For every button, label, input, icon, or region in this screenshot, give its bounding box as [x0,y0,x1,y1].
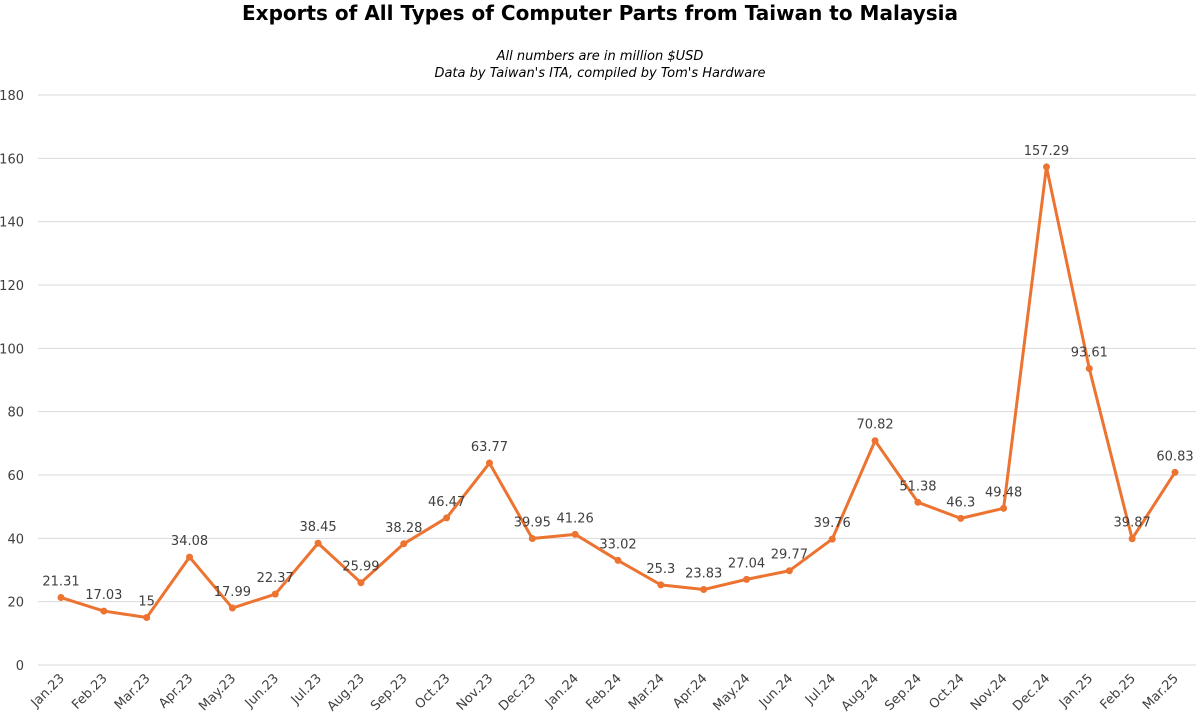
x-tick-label: Jul.24 [802,671,839,708]
y-tick-label: 60 [7,469,24,484]
data-label: 157.29 [1024,144,1070,159]
x-tick-label: Jul.23 [288,671,325,708]
data-label: 23.83 [685,567,722,582]
data-label: 29.77 [771,548,808,563]
marker [571,530,579,538]
data-label: 38.45 [299,520,336,535]
y-tick-label: 40 [7,532,24,547]
data-label: 39.95 [514,515,551,530]
chart-title: Exports of All Types of Computer Parts f… [242,1,958,25]
x-tick-label: May.24 [710,671,753,714]
x-tick-label: Oct.23 [412,671,453,712]
marker [957,514,965,522]
x-tick-label: Feb.24 [583,671,625,713]
x-tick-label: Oct.24 [926,671,967,712]
y-tick-label: 100 [0,342,24,357]
marker [743,575,751,583]
marker [1000,504,1008,512]
marker [1042,163,1050,171]
x-tick-label: Aug.23 [325,671,368,714]
marker [700,586,708,594]
data-label: 49.48 [985,485,1022,500]
y-tick-label: 180 [0,89,24,104]
data-label: 63.77 [471,440,508,455]
x-tick-label: Feb.23 [69,671,111,713]
chart-subtitle: Data by Taiwan's ITA, compiled by Tom's … [434,66,765,81]
x-tick-label: Jan.25 [1056,671,1096,711]
marker [271,590,279,598]
marker [1128,535,1136,543]
x-tick-label: Mar.23 [112,671,154,713]
data-label: 33.02 [599,537,636,552]
x-tick-label: Mar.24 [626,671,668,713]
marker [828,535,836,543]
x-tick-label: Apr.23 [156,671,196,711]
data-label: 15 [138,595,155,610]
marker [614,556,622,564]
x-tick-label: Jun.24 [756,671,796,711]
data-label: 70.82 [856,418,893,433]
y-tick-label: 140 [0,216,24,231]
data-label: 60.83 [1156,449,1193,464]
x-tick-label: Aug.24 [839,671,882,714]
data-label: 39.87 [1114,516,1151,531]
data-label: 17.99 [214,585,251,600]
x-tick-label: Apr.24 [670,671,710,711]
data-label: 41.26 [557,511,594,526]
marker [100,607,108,615]
marker [1085,365,1093,373]
marker [1171,468,1179,476]
data-label: 46.3 [946,495,975,510]
x-tick-label: Sep.23 [368,671,411,714]
y-tick-label: 120 [0,279,24,294]
marker [143,614,151,621]
data-label: 17.03 [85,588,122,603]
marker [357,579,365,587]
marker [186,553,194,561]
data-label: 93.61 [1071,346,1108,361]
marker [400,540,408,548]
x-tick-label: Jan.23 [28,671,68,711]
x-tick-label: Mar.25 [1140,671,1182,713]
marker [657,581,665,589]
marker [314,539,322,547]
x-tick-label: Jan.24 [542,671,582,711]
marker [443,514,451,522]
data-label: 25.3 [646,562,675,577]
y-tick-label: 80 [7,406,24,421]
marker [871,437,879,445]
data-label: 46.47 [428,495,465,510]
data-label: 22.37 [257,571,294,586]
marker [528,534,536,542]
chart-subtitle: All numbers are in million $USD [496,49,704,64]
x-tick-label: Feb.25 [1097,671,1139,713]
x-tick-label: May.23 [196,671,239,714]
data-label: 21.31 [42,575,79,590]
y-tick-label: 0 [16,659,24,674]
y-tick-label: 20 [7,596,24,611]
data-label: 51.38 [899,479,936,494]
x-tick-label: Dec.24 [1010,671,1053,714]
x-tick-label: Dec.23 [496,671,539,714]
marker [228,604,236,612]
marker [485,459,493,467]
marker [57,594,65,602]
data-label: 34.08 [171,534,208,549]
marker [914,498,922,506]
data-label: 25.99 [342,560,379,575]
y-tick-label: 160 [0,152,24,167]
x-tick-label: Nov.23 [454,671,496,713]
data-label: 39.76 [814,516,851,531]
marker [785,567,793,575]
data-label: 38.28 [385,521,422,536]
data-label: 27.04 [728,556,765,571]
x-tick-label: Jun.23 [242,671,282,711]
x-tick-label: Nov.24 [968,671,1010,713]
x-tick-label: Sep.24 [882,671,925,714]
